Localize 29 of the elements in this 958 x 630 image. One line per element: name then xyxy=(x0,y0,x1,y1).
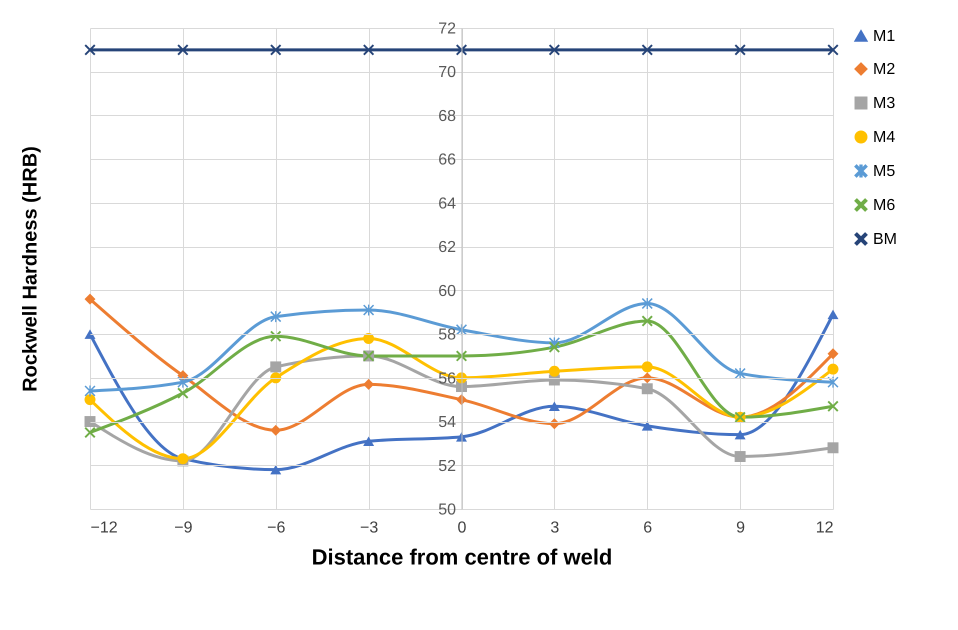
y-axis-title: Rockwell Hardness (HRB) xyxy=(20,146,42,392)
legend-label: BM xyxy=(873,231,897,248)
legend-label: M3 xyxy=(873,95,896,112)
legend-label: M1 xyxy=(873,28,896,45)
legend-label: M6 xyxy=(873,197,896,214)
y-tick-label: 66 xyxy=(438,152,456,169)
legend-label: M5 xyxy=(873,163,896,180)
legend-label: M4 xyxy=(873,129,896,146)
x-tick-label: −12 xyxy=(90,520,118,536)
x-tick-label: 12 xyxy=(816,520,834,536)
legend-label: M2 xyxy=(873,61,896,78)
x-tick-label: 6 xyxy=(643,520,652,536)
y-tick-label: 62 xyxy=(438,239,456,256)
y-tick-label: 60 xyxy=(438,282,456,300)
y-tick-label: 50 xyxy=(438,502,456,518)
x-tick-label: −3 xyxy=(360,520,378,536)
y-tick-label: 52 xyxy=(438,458,456,475)
y-tick-label: 54 xyxy=(438,414,456,432)
x-tick-label: 9 xyxy=(736,520,746,536)
y-tick-label: 58 xyxy=(438,326,456,344)
x-tick-label: 3 xyxy=(550,520,560,536)
x-tick-label: −6 xyxy=(267,520,286,536)
x-tick-label: 0 xyxy=(458,520,467,536)
x-axis-title: Distance from centre of weld xyxy=(312,544,612,570)
x-tick-label: −9 xyxy=(174,520,193,536)
y-tick-label: 64 xyxy=(438,195,456,212)
y-tick-label: 70 xyxy=(438,64,456,82)
y-tick-label: 68 xyxy=(438,108,456,125)
y-tick-label: 72 xyxy=(438,20,456,38)
